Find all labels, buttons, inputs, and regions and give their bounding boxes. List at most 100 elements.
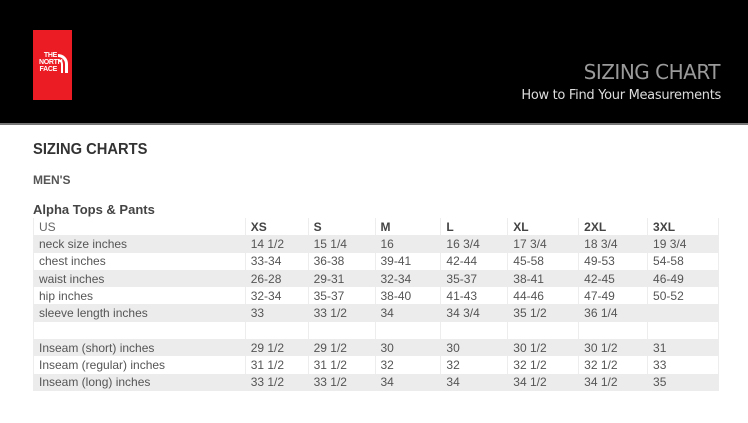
cell-value: 54-58 [647, 252, 719, 270]
cell-value: 50-52 [647, 287, 719, 305]
cell-value: 33 [647, 356, 719, 374]
cell-value: 41-43 [440, 287, 509, 305]
cell-value: 19 3/4 [647, 235, 719, 253]
cell-value: 49-53 [578, 252, 649, 270]
cell-value: 35 1/2 [507, 304, 580, 322]
cell-value: 2XL [578, 218, 649, 236]
cell-value [647, 304, 719, 322]
cell-value: M [374, 218, 442, 236]
cell-value: 32-34 [374, 269, 442, 288]
row-label: Inseam (short) inches [33, 339, 246, 357]
cell-value: 35-37 [440, 269, 509, 288]
cell-value: 32-34 [244, 287, 309, 305]
cell-value: XS [244, 218, 309, 236]
cell-value: 33-34 [244, 252, 309, 270]
cell-value: 29 1/2 [244, 339, 309, 357]
category-label: MEN'S [33, 173, 71, 187]
cell-value: 31 [647, 339, 719, 357]
cell-value: 34 3/4 [440, 304, 509, 322]
row-label: chest inches [33, 252, 246, 270]
cell-value: 30 1/2 [507, 339, 580, 357]
cell-value: 47-49 [578, 287, 649, 305]
cell-value: XL [507, 218, 580, 236]
cell-value: 17 3/4 [507, 235, 580, 253]
cell-value: 33 1/2 [307, 373, 376, 391]
row-label [33, 321, 246, 340]
table-row: Inseam (long) inches 33 1/2 33 1/2 34 34 34 1… [33, 373, 719, 391]
cell-value: 30 [374, 339, 442, 357]
cell-value: 36 1/4 [578, 304, 649, 322]
table-row: Inseam (short) inches 29 1/2 29 1/2 30 30 30 … [33, 339, 719, 357]
cell-value: 30 1/2 [578, 339, 649, 357]
cell-value: 33 [244, 304, 309, 322]
cell-value: L [440, 218, 509, 236]
header-subtitle: How to Find Your Measurements [521, 88, 721, 103]
cell-value [244, 321, 309, 340]
cell-value: 34 1/2 [578, 373, 649, 391]
section-title: SIZING CHARTS [33, 141, 148, 158]
cell-value: 16 3/4 [440, 235, 509, 253]
cell-value: 38-40 [374, 287, 442, 305]
cell-value: 32 [440, 356, 509, 374]
cell-value: 31 1/2 [244, 356, 309, 374]
row-label: hip inches [33, 287, 246, 305]
cell-value: 39-41 [374, 252, 442, 270]
cell-value: 18 3/4 [578, 235, 649, 253]
half-dome-icon [58, 54, 68, 73]
table-row: chest inches 33-34 36-38 39-41 42-44 45-58 49-… [33, 252, 719, 270]
table-title: Alpha Tops & Pants [33, 202, 155, 217]
cell-value: 44-46 [507, 287, 580, 305]
cell-value: 35 [647, 373, 719, 391]
table-row: neck size inches 14 1/2 15 1/4 16 16 3/4 17 3… [33, 235, 719, 253]
row-label: Inseam (regular) inches [33, 356, 246, 374]
cell-value: 31 1/2 [307, 356, 376, 374]
cell-value [307, 321, 376, 340]
row-label: neck size inches [33, 235, 246, 253]
sizing-table: US XS S M L XL 2XL 3XL neck size inches 14 1/2 15 … [33, 218, 719, 391]
cell-value: 32 1/2 [578, 356, 649, 374]
cell-value: 45-58 [507, 252, 580, 270]
table-row [33, 321, 719, 340]
cell-value: 42-45 [578, 269, 649, 288]
cell-value: 34 [374, 373, 442, 391]
cell-value: 14 1/2 [244, 235, 309, 253]
cell-value [647, 321, 719, 340]
row-label: waist inches [33, 269, 246, 288]
header-title: SIZING CHART [583, 60, 721, 84]
cell-value: 34 [440, 373, 509, 391]
cell-value: 35-37 [307, 287, 376, 305]
cell-value: 3XL [647, 218, 719, 236]
cell-value: 16 [374, 235, 442, 253]
row-label: sleeve length inches [33, 304, 246, 322]
cell-value: 29 1/2 [307, 339, 376, 357]
logo-wordmark: THE NORTH FACE [39, 52, 63, 73]
cell-value: 38-41 [507, 269, 580, 288]
cell-value: 42-44 [440, 252, 509, 270]
cell-value: S [307, 218, 376, 236]
table-header-row: US XS S M L XL 2XL 3XL [33, 218, 719, 236]
table-row: hip inches 32-34 35-37 38-40 41-43 44-46 47-49… [33, 287, 719, 305]
cell-value: 33 1/2 [244, 373, 309, 391]
cell-value: 29-31 [307, 269, 376, 288]
table-row: waist inches 26-28 29-31 32-34 35-37 38-41 42-… [33, 269, 719, 288]
cell-value: 30 [440, 339, 509, 357]
cell-value [374, 321, 442, 340]
table-row: Inseam (regular) inches 31 1/2 31 1/2 32 32 3… [33, 356, 719, 374]
cell-value: 32 [374, 356, 442, 374]
the-north-face-logo: THE NORTH FACE [33, 30, 72, 100]
cell-value: 15 1/4 [307, 235, 376, 253]
cell-value [578, 321, 649, 340]
cell-value [507, 321, 580, 340]
cell-value: 34 1/2 [507, 373, 580, 391]
table-row: sleeve length inches 33 33 1/2 34 34 3/4 35 1… [33, 304, 719, 322]
row-label: US [33, 218, 246, 236]
cell-value: 34 [374, 304, 442, 322]
page-header: THE NORTH FACE SIZING CHART How to Find Yo… [0, 0, 748, 125]
cell-value: 33 1/2 [307, 304, 376, 322]
cell-value: 36-38 [307, 252, 376, 270]
cell-value: 46-49 [647, 269, 719, 288]
cell-value [440, 321, 509, 340]
cell-value: 26-28 [244, 269, 309, 288]
cell-value: 32 1/2 [507, 356, 580, 374]
row-label: Inseam (long) inches [33, 373, 246, 391]
